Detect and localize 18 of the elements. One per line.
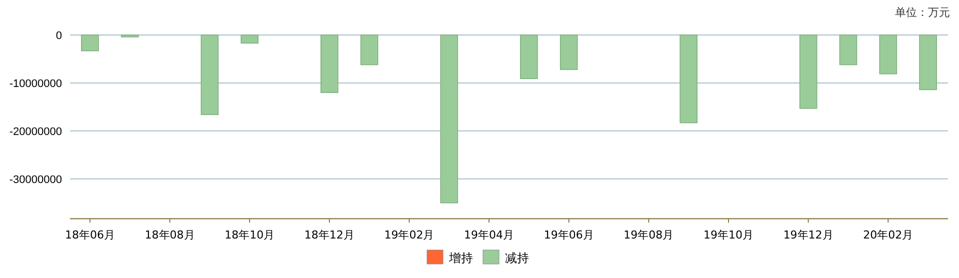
x-tick-label: 18年06月	[64, 228, 115, 242]
text: 单位：万元	[895, 6, 950, 19]
x-tick-label: 18年10月	[224, 228, 275, 242]
x-tick-label: 19年02月	[384, 228, 434, 242]
legend-label: 减持	[505, 251, 529, 265]
y-tick-label: -30000000	[9, 174, 62, 186]
y-tick-label: 0	[56, 30, 62, 42]
x-tick-label: 19年08月	[624, 228, 674, 242]
x-tick-label: 18年12月	[304, 228, 354, 242]
x-tick-label: 19年04月	[464, 228, 514, 242]
y-tick-label: -20000000	[9, 126, 62, 138]
x-tick-label: 19年10月	[704, 228, 754, 242]
legend-label: 增持	[448, 251, 473, 265]
x-tick-label: 18年08月	[144, 228, 195, 242]
y-tick-label: -10000000	[9, 78, 62, 90]
x-tick-label: 19年06月	[544, 228, 594, 242]
x-tick-label: 20年02月	[863, 228, 914, 242]
x-tick-label: 19年12月	[783, 228, 834, 242]
